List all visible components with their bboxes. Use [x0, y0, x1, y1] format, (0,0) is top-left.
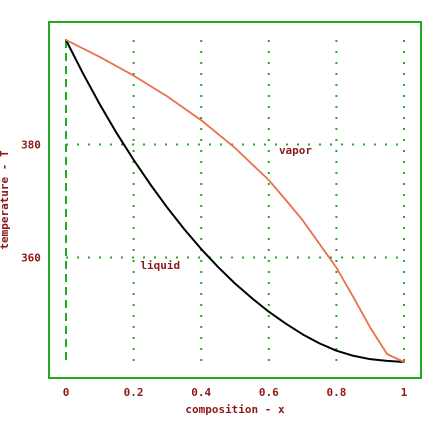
vapor-curve — [65, 39, 405, 363]
x-tick-label: 0.4 — [191, 386, 211, 399]
y-axis-title: temperature - T — [0, 150, 11, 250]
x-axis-title: composition - x — [185, 403, 285, 416]
x-tick-label: 1 — [401, 386, 408, 399]
liquid-label: liquid — [140, 259, 180, 272]
plot-frame — [48, 21, 422, 379]
vapor-label: vapor — [279, 144, 312, 157]
liquid-curve — [65, 39, 405, 363]
y-tick-label: 380 — [21, 139, 41, 152]
x-tick-label: 0.2 — [124, 386, 144, 399]
x-tick-label: 0.6 — [259, 386, 279, 399]
y-tick-label: 360 — [21, 251, 41, 264]
x-tick-label: 0 — [63, 386, 70, 399]
x-tick-label: 0.8 — [326, 386, 346, 399]
